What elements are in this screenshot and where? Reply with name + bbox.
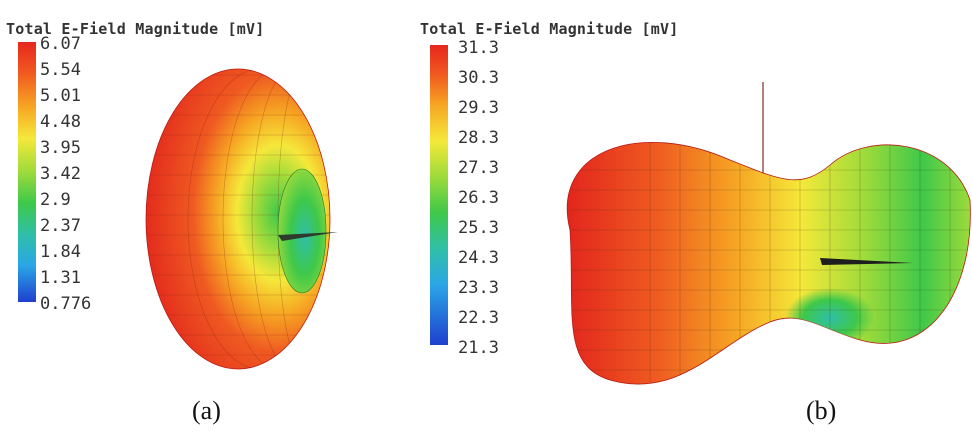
torus-hole bbox=[277, 168, 327, 294]
panel-a-scale-label: 3.42 bbox=[40, 164, 81, 184]
panel-b-scale-label: 25.3 bbox=[458, 218, 499, 238]
panel-a-scale-label: 6.07 bbox=[40, 34, 81, 54]
panel-a-title: Total E-Field Magnitude [mV] bbox=[6, 20, 265, 38]
panel-b-caption: (b) bbox=[806, 396, 837, 425]
panel-a-scale-label: 1.84 bbox=[40, 242, 81, 262]
panel-b-scale-label: 26.3 bbox=[458, 188, 499, 208]
panel-b-scale-label: 31.3 bbox=[458, 38, 499, 58]
panel-a-scale-label: 0.776 bbox=[40, 294, 92, 314]
panel-a-scale-label: 5.54 bbox=[40, 60, 81, 80]
panel-a-scale-label: 3.95 bbox=[40, 138, 81, 158]
panel-b-scale-label: 24.3 bbox=[458, 248, 499, 268]
peanut-surface bbox=[566, 141, 971, 385]
torus-surface bbox=[145, 68, 331, 370]
panel-b-scale-label: 27.3 bbox=[458, 158, 499, 178]
panel-a-scale-label: 5.01 bbox=[40, 86, 81, 106]
panel-a-scale-label: 1.31 bbox=[40, 268, 81, 288]
panel-b-scale-label: 29.3 bbox=[458, 98, 499, 118]
panel-b: Total E-Field Magnitude [mV] 31.3 30.3 2… bbox=[410, 0, 972, 433]
panel-b-scale-label: 28.3 bbox=[458, 128, 499, 148]
panel-b-scale-label: 22.3 bbox=[458, 308, 499, 328]
panel-b-scale-label: 21.3 bbox=[458, 338, 499, 358]
panel-a: Total E-Field Magnitude [mV] 6.07 5.54 5… bbox=[0, 0, 410, 433]
panel-a-colorbar bbox=[18, 42, 36, 302]
panel-b-scale-label: 30.3 bbox=[458, 68, 499, 88]
panel-b-radiation-pattern bbox=[566, 82, 971, 385]
panel-b-title: Total E-Field Magnitude [mV] bbox=[420, 20, 679, 38]
panel-a-caption: (a) bbox=[192, 396, 221, 425]
mesh-grid bbox=[146, 69, 330, 369]
panel-a-scale-label: 2.37 bbox=[40, 216, 81, 236]
panel-b-scale-label: 23.3 bbox=[458, 278, 499, 298]
panel-a-scale-label: 2.9 bbox=[40, 190, 71, 210]
panel-a-radiation-pattern bbox=[145, 68, 338, 370]
panel-a-scale-label: 4.48 bbox=[40, 112, 81, 132]
antenna-element bbox=[278, 232, 338, 241]
panel-b-colorbar bbox=[430, 45, 448, 345]
antenna-element bbox=[820, 258, 913, 265]
